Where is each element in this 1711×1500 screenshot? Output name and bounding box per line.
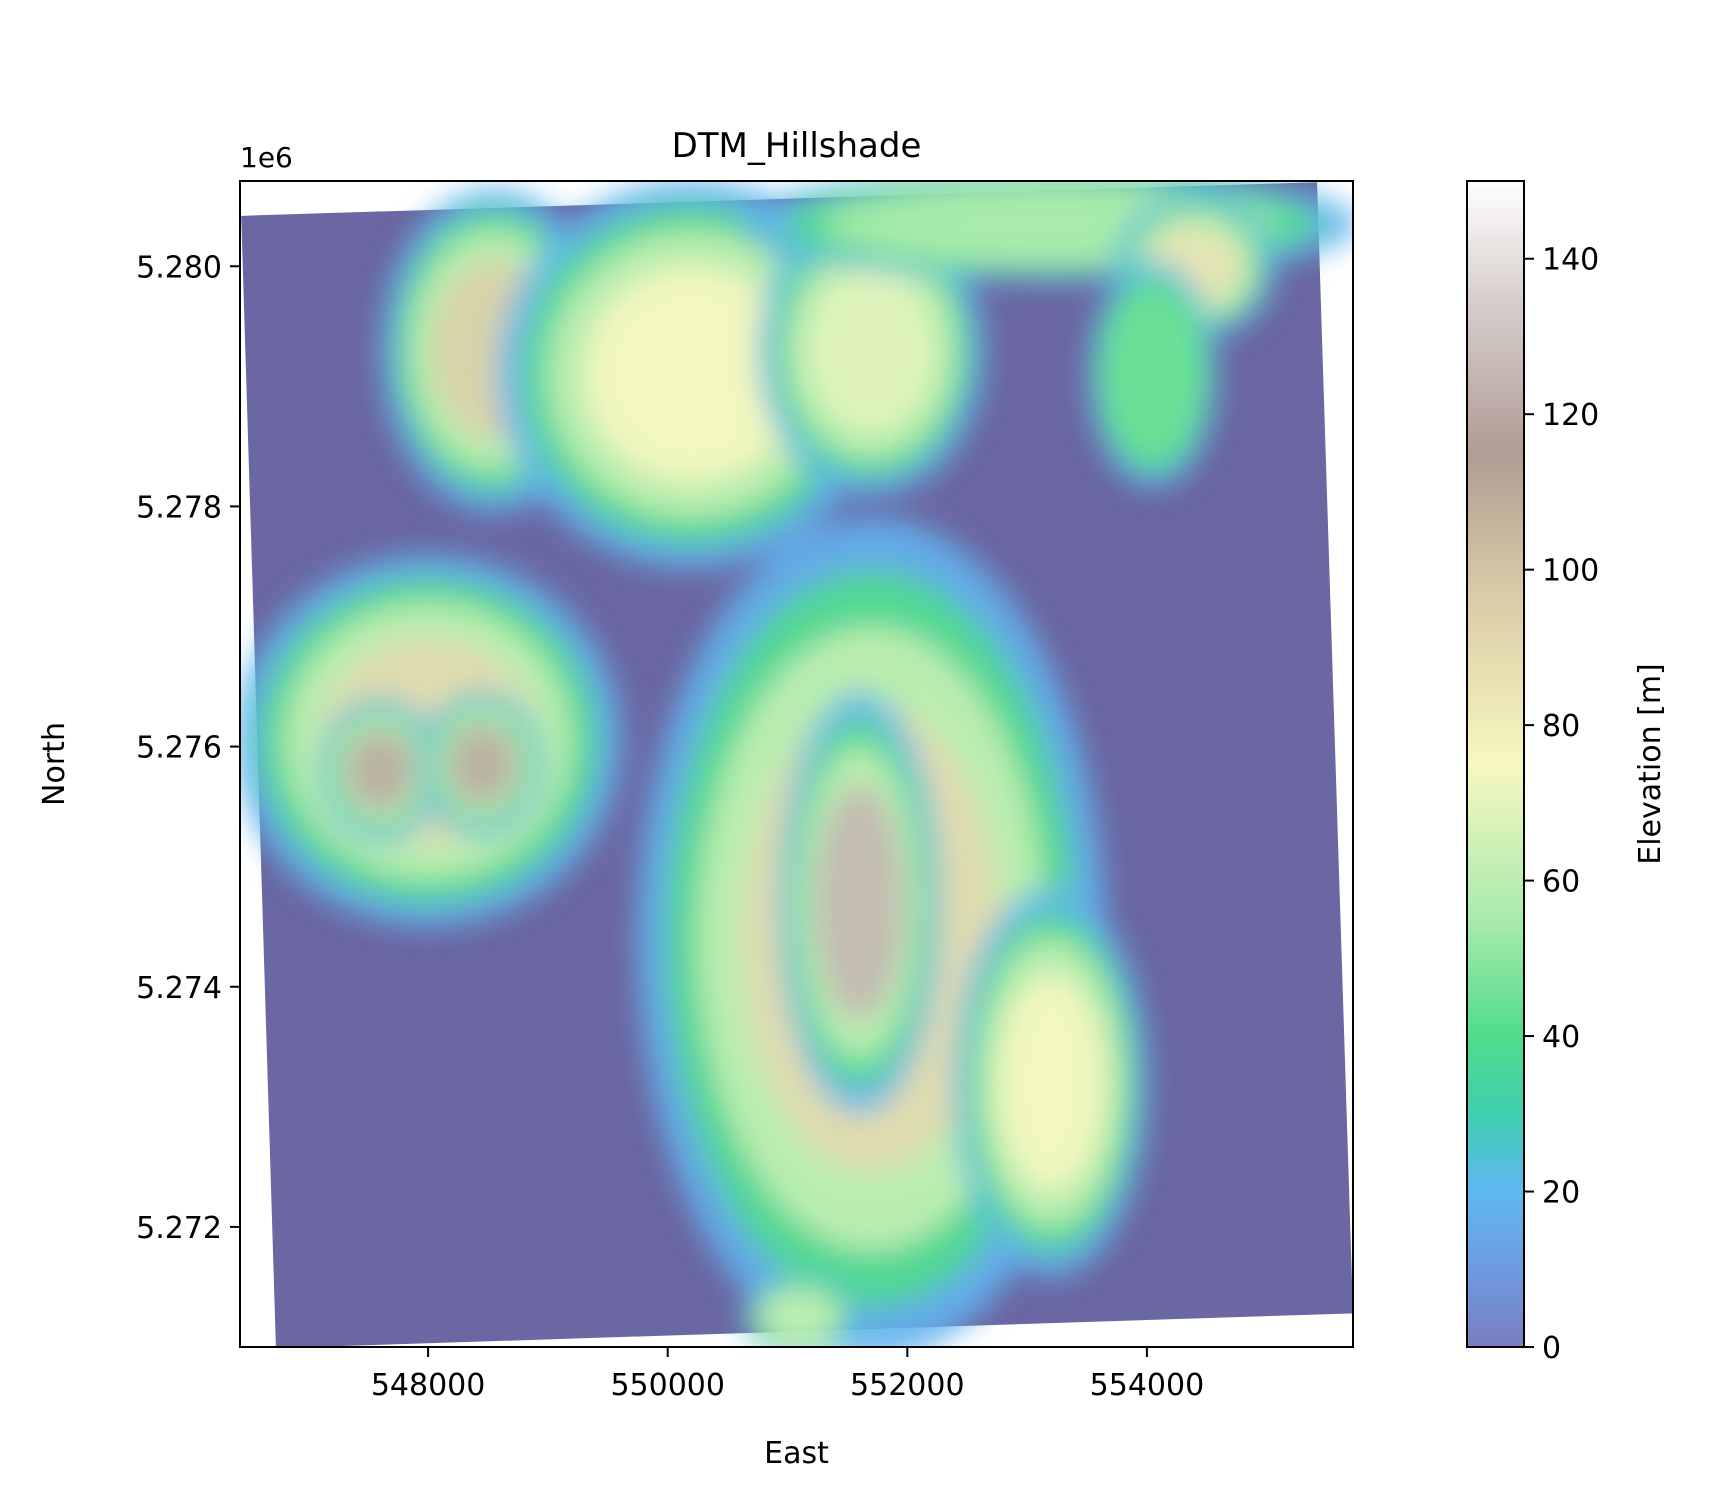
y-axis-offset-label: 1e6 xyxy=(240,141,293,174)
colorbar-tick-label: 20 xyxy=(1542,1176,1580,1211)
y-tick-label: 5.280 xyxy=(136,250,222,285)
terrain-east-small-hill xyxy=(1116,311,1189,438)
colorbar-tick-label: 80 xyxy=(1542,709,1580,744)
colorbar-tick-label: 140 xyxy=(1542,243,1599,278)
y-axis-label: North xyxy=(37,722,72,806)
colorbar-ticks: 0 20 40 60 80 100 120 140 xyxy=(1524,243,1599,1366)
colorbar-tick-label: 60 xyxy=(1542,865,1580,900)
x-tick-label: 550000 xyxy=(610,1368,725,1403)
chart-title: DTM_Hillshade xyxy=(672,126,922,166)
terrain-southeast-spur xyxy=(997,974,1106,1191)
terrain-central-peak xyxy=(814,785,905,1020)
terrain-south-knob xyxy=(768,1294,831,1340)
terrain-north-ridge-center xyxy=(583,266,800,483)
elevation-raster xyxy=(240,181,1353,1347)
colorbar-frame xyxy=(1466,180,1525,1348)
y-tick-label: 5.278 xyxy=(136,490,222,525)
x-tick-label: 552000 xyxy=(850,1368,965,1403)
y-axis: 5.272 5.274 5.276 5.278 5.280 xyxy=(136,250,240,1246)
colorbar-gradient xyxy=(1467,181,1524,1347)
colorbar-tick-label: 0 xyxy=(1542,1331,1561,1366)
y-tick-label: 5.272 xyxy=(136,1211,222,1246)
colorbar: 0 20 40 60 80 100 120 140 Elevation [m] xyxy=(1466,180,1668,1366)
terrain-north-ridge-east xyxy=(808,269,935,432)
colorbar-tick-label: 40 xyxy=(1542,1020,1580,1055)
plot-frame xyxy=(239,180,1354,1348)
y-tick-label: 5.276 xyxy=(136,731,222,766)
terrain-features xyxy=(240,181,1353,1347)
colorbar-tick-label: 120 xyxy=(1542,398,1599,433)
x-axis: 548000 550000 552000 554000 xyxy=(371,1347,1204,1403)
y-tick-label: 5.274 xyxy=(136,971,222,1006)
plot-area xyxy=(240,181,1353,1347)
x-axis-label: East xyxy=(764,1436,829,1471)
colorbar-label: Elevation [m] xyxy=(1633,663,1668,865)
terrain-west-plateau-peak-1 xyxy=(346,730,415,812)
x-tick-label: 554000 xyxy=(1090,1368,1205,1403)
terrain-west-plateau-peak-2 xyxy=(447,724,517,806)
x-tick-label: 548000 xyxy=(371,1368,486,1403)
colorbar-tick-label: 100 xyxy=(1542,554,1599,589)
